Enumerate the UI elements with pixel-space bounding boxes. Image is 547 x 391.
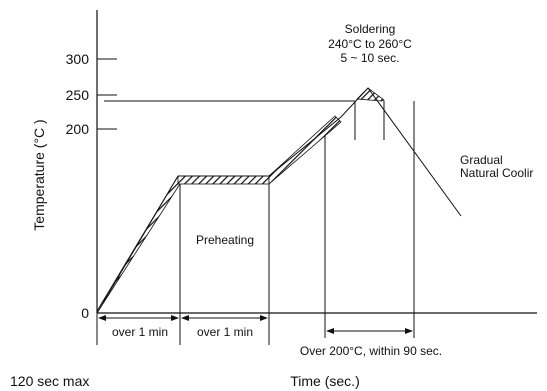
x-axis-label: Time (sec.) — [290, 373, 359, 389]
over200-label: Over 200°C, within 90 sec. — [300, 344, 442, 358]
soldering-range: 240°C to 260°C — [328, 37, 412, 51]
y-tick-label-300: 300 — [66, 51, 90, 67]
preheat-tolerance-band — [177, 175, 270, 185]
interval-arrow-over200 — [326, 328, 413, 334]
max-time-label: 120 sec max — [10, 373, 89, 389]
peak-tolerance-band — [356, 87, 385, 102]
cooling-line-2: Natural Coolir — [460, 166, 533, 180]
y-tick-label-0: 0 — [81, 305, 89, 321]
soldering-time: 5 ~ 10 sec. — [340, 51, 399, 65]
ramp-up-tolerance-band — [96, 175, 186, 315]
soldering-title: Soldering — [345, 22, 396, 36]
y-tick-label-200: 200 — [66, 121, 90, 137]
interval-arrow-1 — [98, 315, 179, 321]
interval-label-2: over 1 min — [197, 325, 253, 339]
y-tick-label-250: 250 — [66, 87, 90, 103]
cooling-line-1: Gradual — [460, 153, 503, 167]
temperature-profile-line — [96, 87, 462, 314]
preheating-label: Preheating — [196, 233, 254, 247]
interval-arrow-2 — [181, 315, 268, 321]
ramp-two-tolerance-band — [268, 115, 342, 185]
interval-label-1: over 1 min — [112, 325, 168, 339]
y-axis-label: Temperature (°C ) — [31, 119, 47, 230]
